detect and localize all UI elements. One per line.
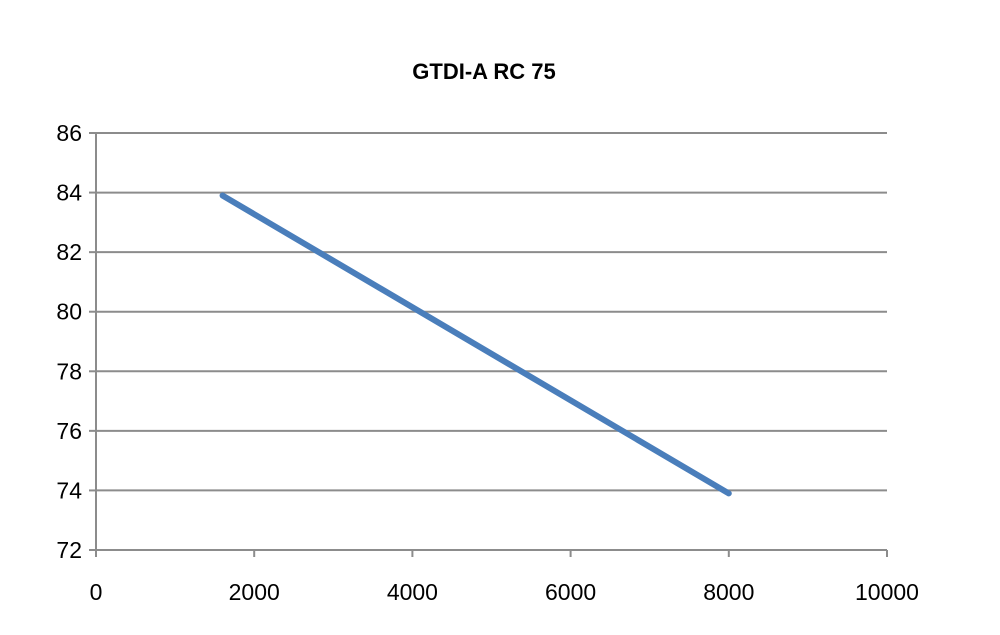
x-tick-label: 8000 — [703, 579, 754, 605]
y-tick-label: 86 — [56, 120, 82, 146]
gridlines — [96, 132, 887, 492]
y-tick-label: 78 — [56, 358, 82, 384]
y-tick-label: 80 — [56, 299, 82, 325]
x-tick-label: 6000 — [545, 579, 596, 605]
y-tick-label: 74 — [56, 477, 82, 503]
x-axis-tick-labels: 0 2000 4000 6000 8000 10000 — [90, 579, 919, 605]
x-tick-label: 0 — [90, 579, 103, 605]
y-tick-label: 72 — [56, 537, 82, 563]
axes — [89, 132, 888, 557]
y-tick-label: 82 — [56, 239, 82, 265]
x-tick-label: 2000 — [229, 579, 280, 605]
y-tick-label: 84 — [56, 180, 82, 206]
x-tick-label: 10000 — [855, 579, 919, 605]
y-axis-tick-labels: 72 74 76 78 80 82 84 86 — [56, 120, 82, 563]
series-line-0 — [219, 192, 732, 497]
series-lines — [219, 192, 732, 497]
y-tick-label: 76 — [56, 418, 82, 444]
x-tick-label: 4000 — [387, 579, 438, 605]
chart-title: GTDI-A RC 75 — [412, 59, 555, 84]
